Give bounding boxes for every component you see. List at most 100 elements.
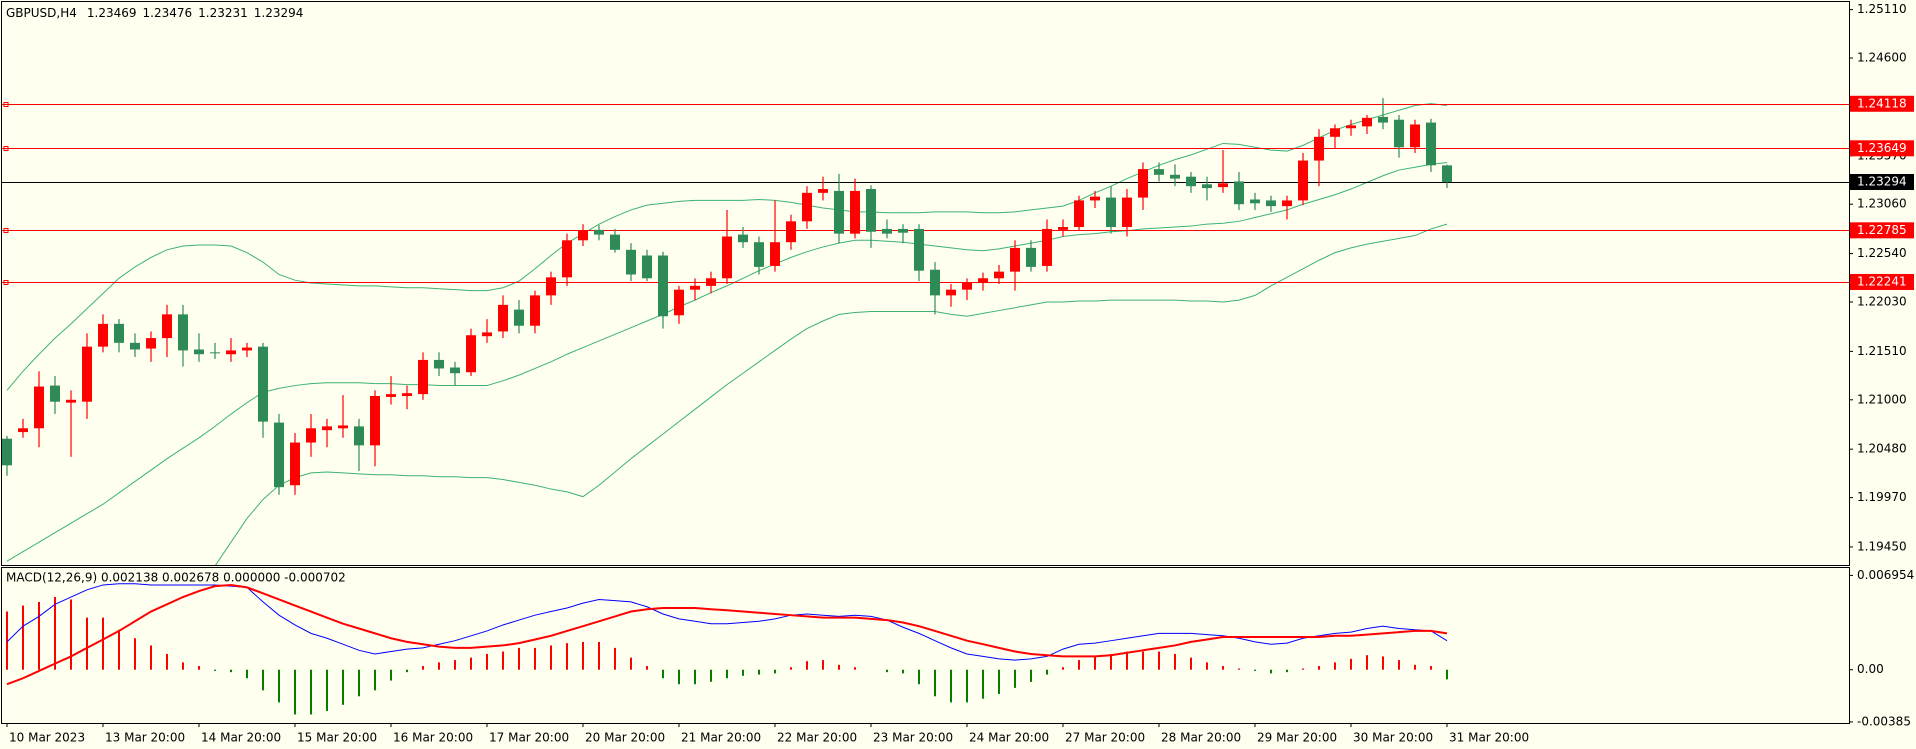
candle-body <box>1122 197 1132 228</box>
candle-body <box>50 385 60 402</box>
x-tick-label: 16 Mar 20:00 <box>393 731 473 745</box>
candle-body <box>1250 199 1260 204</box>
histogram-bar <box>470 657 472 670</box>
candle-body <box>962 282 972 290</box>
histogram-bar <box>1158 651 1160 670</box>
y-tick-label: 0.006954 <box>1857 568 1914 582</box>
histogram-bar <box>1142 651 1144 670</box>
histogram-bar <box>614 647 616 670</box>
candle-body <box>1378 116 1388 123</box>
candle-body <box>994 271 1004 279</box>
candle-body <box>786 221 796 243</box>
macd-lines <box>6 583 1448 686</box>
x-tick-label: 20 Mar 20:00 <box>585 731 665 745</box>
candle-body <box>274 422 284 488</box>
histogram-bar <box>902 669 904 674</box>
candle-body <box>706 278 716 286</box>
candle-body <box>82 346 92 402</box>
level-labels: 1.24118 1.23649 1.22785 1.22241 1.23294 <box>1850 95 1914 290</box>
histogram-bar <box>678 669 680 685</box>
histogram-bar <box>1366 655 1368 670</box>
candle-body <box>450 367 460 374</box>
histogram-bar <box>1318 666 1320 670</box>
histogram-bar <box>390 669 392 681</box>
candle-body <box>258 346 268 422</box>
histogram-bar <box>294 669 296 715</box>
histogram-bar <box>134 638 136 670</box>
candle-body <box>930 269 940 296</box>
histogram-bar <box>198 666 200 670</box>
candle-body <box>610 234 620 250</box>
candle-body <box>1058 227 1068 230</box>
candle-body <box>882 228 892 234</box>
x-tick-label: 13 Mar 20:00 <box>105 731 185 745</box>
candle-body <box>978 278 988 284</box>
x-tick-label: 17 Mar 20:00 <box>489 731 569 745</box>
histogram-bar <box>182 662 184 670</box>
histogram-bar <box>518 647 520 670</box>
candle-body <box>498 304 508 332</box>
candle-body <box>834 190 844 234</box>
histogram-bar <box>534 647 536 670</box>
histogram-bar <box>326 669 328 711</box>
candle-body <box>482 332 492 337</box>
histogram-bar <box>1446 669 1448 680</box>
histogram-bar <box>278 669 280 703</box>
candle-body <box>850 190 860 234</box>
level-handle <box>3 280 9 285</box>
histogram-bar <box>342 669 344 705</box>
histogram-bar <box>854 667 856 670</box>
price-axis: 1.251101.246001.235701.230601.225401.220… <box>1849 2 1907 553</box>
candle-body <box>1442 165 1452 183</box>
histogram-bar <box>102 617 104 670</box>
candle-body <box>18 428 28 433</box>
histogram-bar <box>230 669 232 673</box>
candle-body <box>1282 200 1292 207</box>
candle-body <box>722 236 732 279</box>
candle-body <box>1170 174 1180 179</box>
histogram-bar <box>358 669 360 697</box>
histogram-bar <box>1030 669 1032 682</box>
candle-body <box>2 438 12 466</box>
level-label-box <box>1850 222 1914 239</box>
level-label: 1.23649 <box>1857 141 1907 155</box>
candle-body <box>642 255 652 279</box>
histogram-bar <box>118 629 120 670</box>
histogram-bar <box>1254 669 1256 671</box>
histogram-bar <box>934 669 936 697</box>
level-label: 1.22785 <box>1857 223 1907 237</box>
candle-body <box>290 442 300 486</box>
histogram-bar <box>86 617 88 670</box>
histogram-bar <box>1238 668 1240 670</box>
histogram-bar <box>1094 656 1096 670</box>
candle-body <box>1410 124 1420 148</box>
macd-histogram <box>6 597 1448 715</box>
x-tick-label: 30 Mar 20:00 <box>1353 731 1433 745</box>
indicator-label: MACD(12,26,9) 0.002138 0.002678 0.000000… <box>6 571 346 585</box>
histogram-bar <box>1334 662 1336 670</box>
histogram-bar <box>838 664 840 670</box>
histogram-bar <box>758 669 760 675</box>
histogram-bar <box>166 653 168 670</box>
histogram-bar <box>38 601 40 670</box>
y-tick-label: 1.23060 <box>1857 197 1907 211</box>
level-label-box <box>1850 140 1914 157</box>
candle-body <box>578 230 588 241</box>
level-label-box <box>1850 95 1914 112</box>
candle-body <box>754 242 764 267</box>
last-open: 1.23469 <box>87 6 137 20</box>
histogram-bar <box>454 660 456 670</box>
histogram-bar <box>822 660 824 670</box>
histogram-bar <box>582 641 584 670</box>
candles <box>2 97 1452 495</box>
histogram-bar <box>630 657 632 670</box>
histogram-bar <box>646 666 648 670</box>
level-label: 1.24118 <box>1857 96 1907 110</box>
candle-body <box>34 386 44 429</box>
histogram-bar <box>886 669 888 673</box>
histogram-bar <box>598 641 600 670</box>
histogram-bar <box>1222 666 1224 670</box>
band-line <box>6 103 1448 391</box>
histogram-bar <box>422 666 424 670</box>
